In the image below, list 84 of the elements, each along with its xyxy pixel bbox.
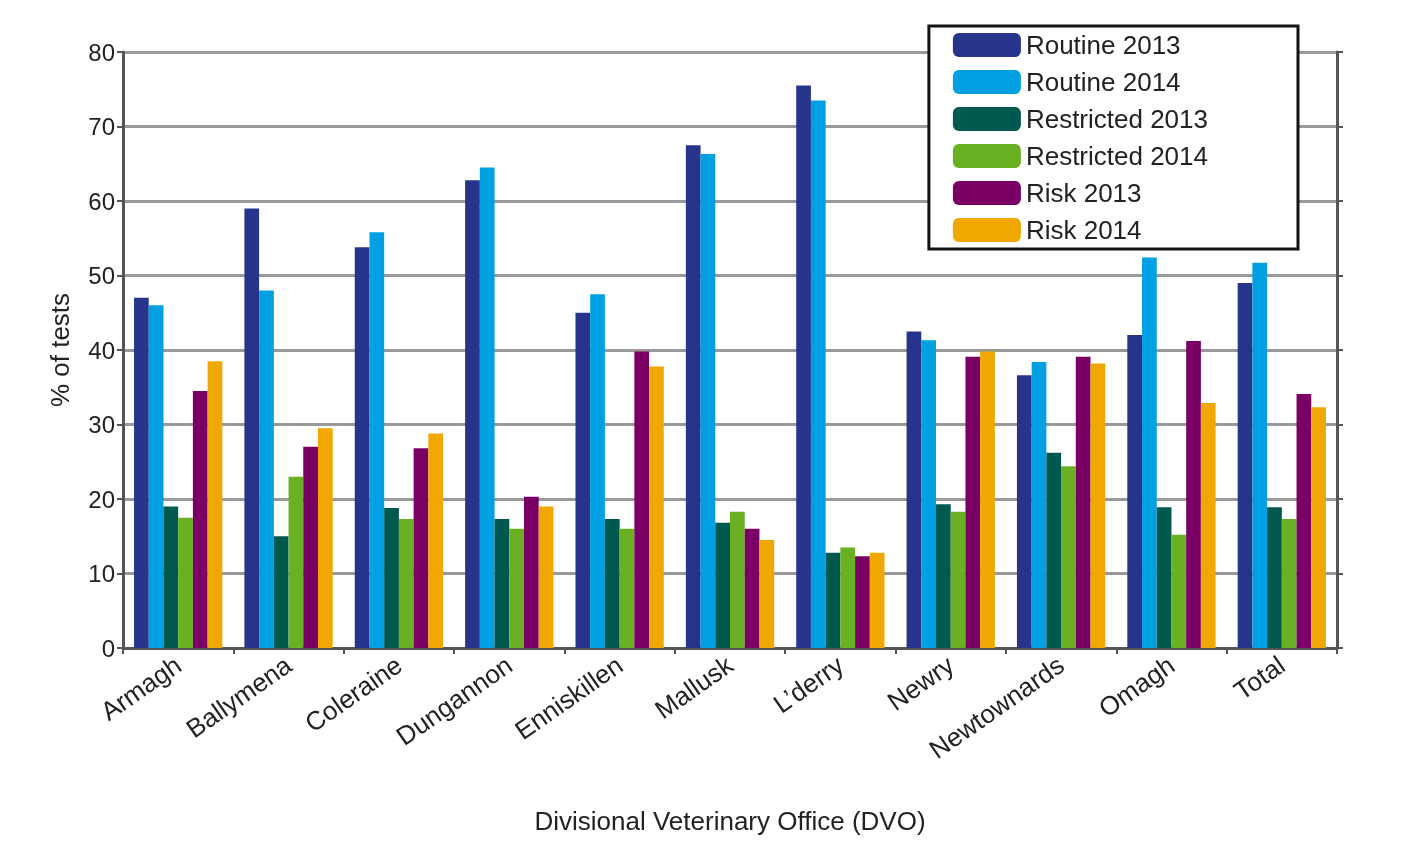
bar [1046,452,1062,648]
legend-label: Risk 2014 [1025,215,1142,245]
bar [1296,393,1312,648]
bar [855,556,870,648]
bar [148,305,164,648]
bar [936,504,951,648]
bar [590,294,605,648]
bar [244,208,260,648]
bar [413,448,429,648]
bar [303,446,318,648]
x-tick-label: Total [1228,649,1291,706]
bar [634,351,650,648]
bar [1267,507,1282,648]
bar [428,433,444,648]
bar [575,312,591,648]
bar [906,331,922,648]
bar [494,519,510,648]
bar [980,351,995,648]
bar [1156,507,1172,648]
y-tick-label: 50 [88,262,115,289]
bar [1200,402,1216,648]
y-axis-title: % of tests [45,292,75,408]
bar [1016,375,1032,648]
bar [1186,341,1201,648]
y-tick-label: 0 [101,634,115,662]
bar [479,167,495,648]
bar [259,290,274,648]
legend-label: Routine 2013 [1025,30,1181,60]
bar [700,154,716,648]
bar [1252,262,1268,648]
bar [465,180,480,648]
y-tick-label: 40 [88,336,115,364]
y-tick-label: 10 [88,560,115,587]
bar [619,528,635,648]
bar [523,496,539,648]
bar [207,361,223,648]
bar [1061,466,1076,648]
bar [1311,407,1326,648]
bar [317,428,333,648]
bar [384,507,399,648]
bar [273,536,289,648]
legend-label: Routine 2014 [1025,67,1181,97]
bar [825,552,841,648]
bar [810,100,826,648]
y-tick-label: 60 [88,187,115,215]
bar [1237,282,1253,648]
legend-label: Restricted 2014 [1025,141,1209,171]
bar [538,506,554,648]
bar [869,552,885,648]
y-tick-label: 30 [88,411,115,438]
bar [192,390,208,648]
y-tick-label: 20 [88,485,115,513]
bar [1171,534,1187,648]
bar [163,506,179,648]
y-tick-label: 80 [88,38,115,66]
bar [1281,519,1297,648]
bar [965,356,981,648]
bar [715,522,730,648]
bar [730,511,745,648]
bar [1142,257,1157,648]
bar [649,366,664,648]
bar [950,511,966,648]
y-tick-label: 70 [88,113,115,140]
bar [1075,356,1091,648]
bar [744,528,760,648]
bar [921,340,937,648]
bar [1127,335,1143,648]
bar [354,247,370,648]
bar [759,539,775,648]
bar [1031,361,1047,648]
bar [288,476,304,648]
bar [134,297,149,648]
bar [840,547,856,648]
bar [1090,363,1106,648]
bar [509,528,524,648]
bar [369,232,385,648]
bar [685,145,701,648]
x-axis-title: Divisional Veterinary Office (DVO) [534,806,926,836]
bar [178,517,193,648]
bar [604,519,620,648]
bar [796,85,811,648]
bar [398,519,414,648]
legend-label: Risk 2013 [1025,178,1142,208]
legend-label: Restricted 2013 [1025,104,1209,134]
